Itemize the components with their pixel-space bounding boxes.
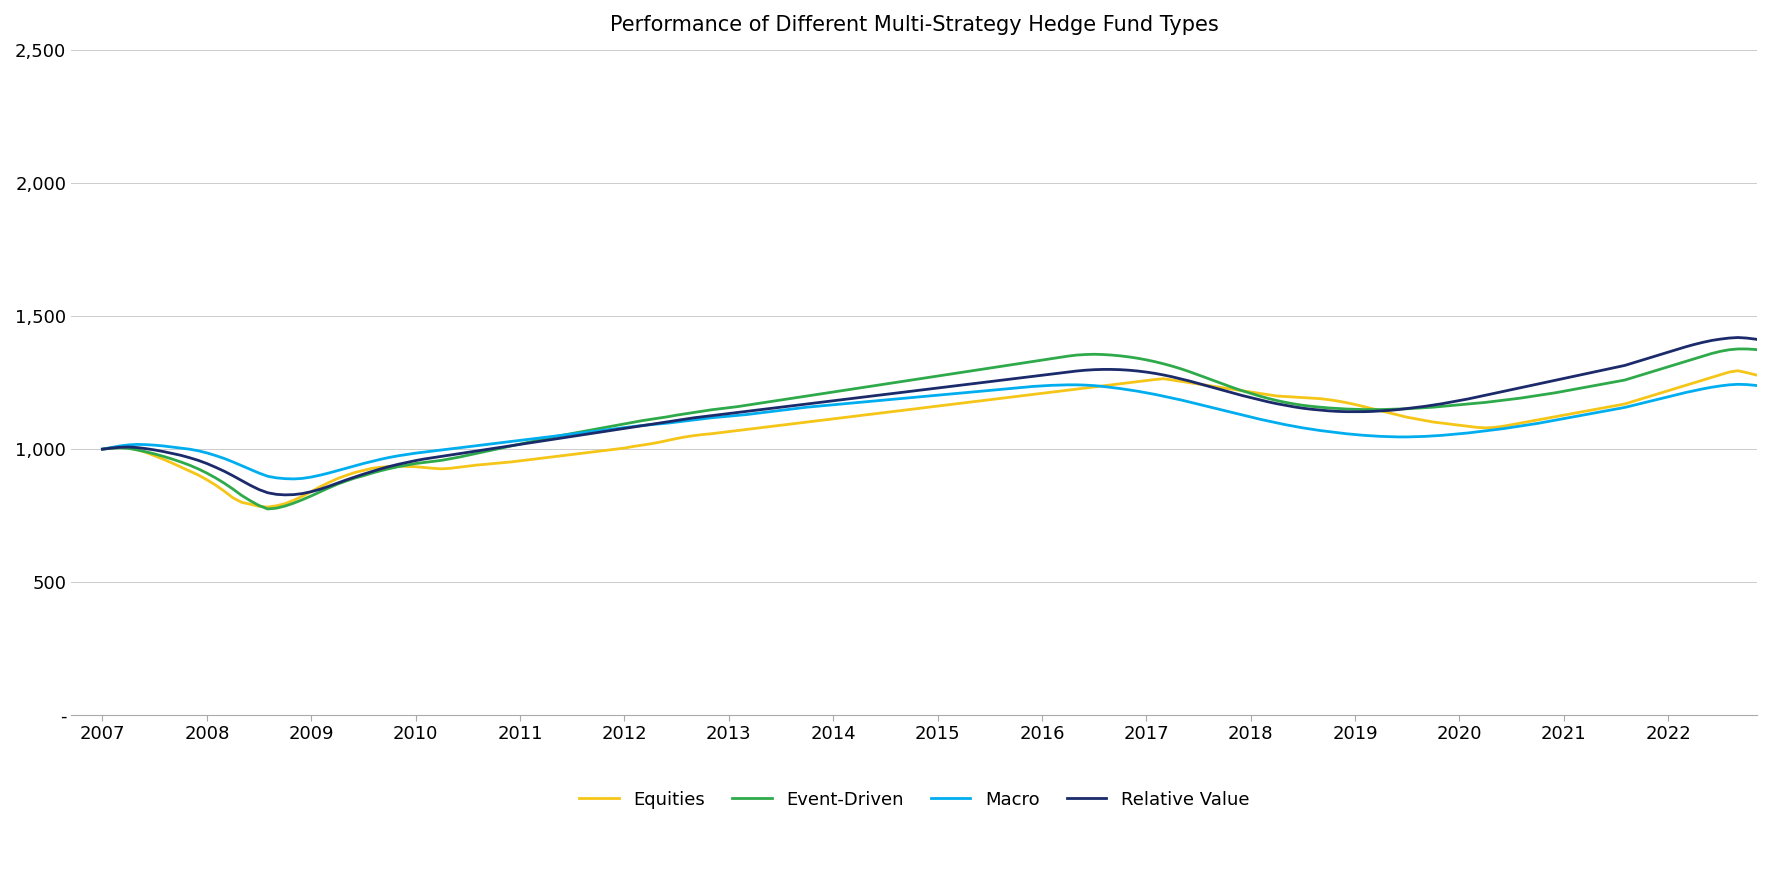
- Equities: [257, 501, 278, 512]
- Event-Driven: [1570, 383, 1591, 393]
- Relative Value: [275, 490, 296, 501]
- Equities: [92, 444, 113, 455]
- Macro: [284, 474, 305, 485]
- Equities: [693, 429, 714, 439]
- Legend: Equities, Event-Driven, Macro, Relative Value: Equities, Event-Driven, Macro, Relative …: [572, 784, 1256, 816]
- Macro: [1570, 410, 1591, 421]
- Equities: [1570, 407, 1591, 417]
- Title: Performance of Different Multi-Strategy Hedge Fund Types: Performance of Different Multi-Strategy …: [610, 15, 1219, 35]
- Event-Driven: [257, 503, 278, 514]
- Event-Driven: [92, 444, 113, 455]
- Line: Relative Value: Relative Value: [103, 237, 1772, 495]
- Macro: [693, 414, 714, 424]
- Relative Value: [92, 444, 113, 455]
- Line: Macro: Macro: [103, 285, 1772, 479]
- Line: Equities: Equities: [103, 165, 1772, 507]
- Line: Event-Driven: Event-Driven: [103, 253, 1772, 509]
- Macro: [92, 444, 113, 455]
- Relative Value: [1570, 369, 1591, 380]
- Relative Value: [693, 411, 714, 422]
- Event-Driven: [693, 406, 714, 416]
